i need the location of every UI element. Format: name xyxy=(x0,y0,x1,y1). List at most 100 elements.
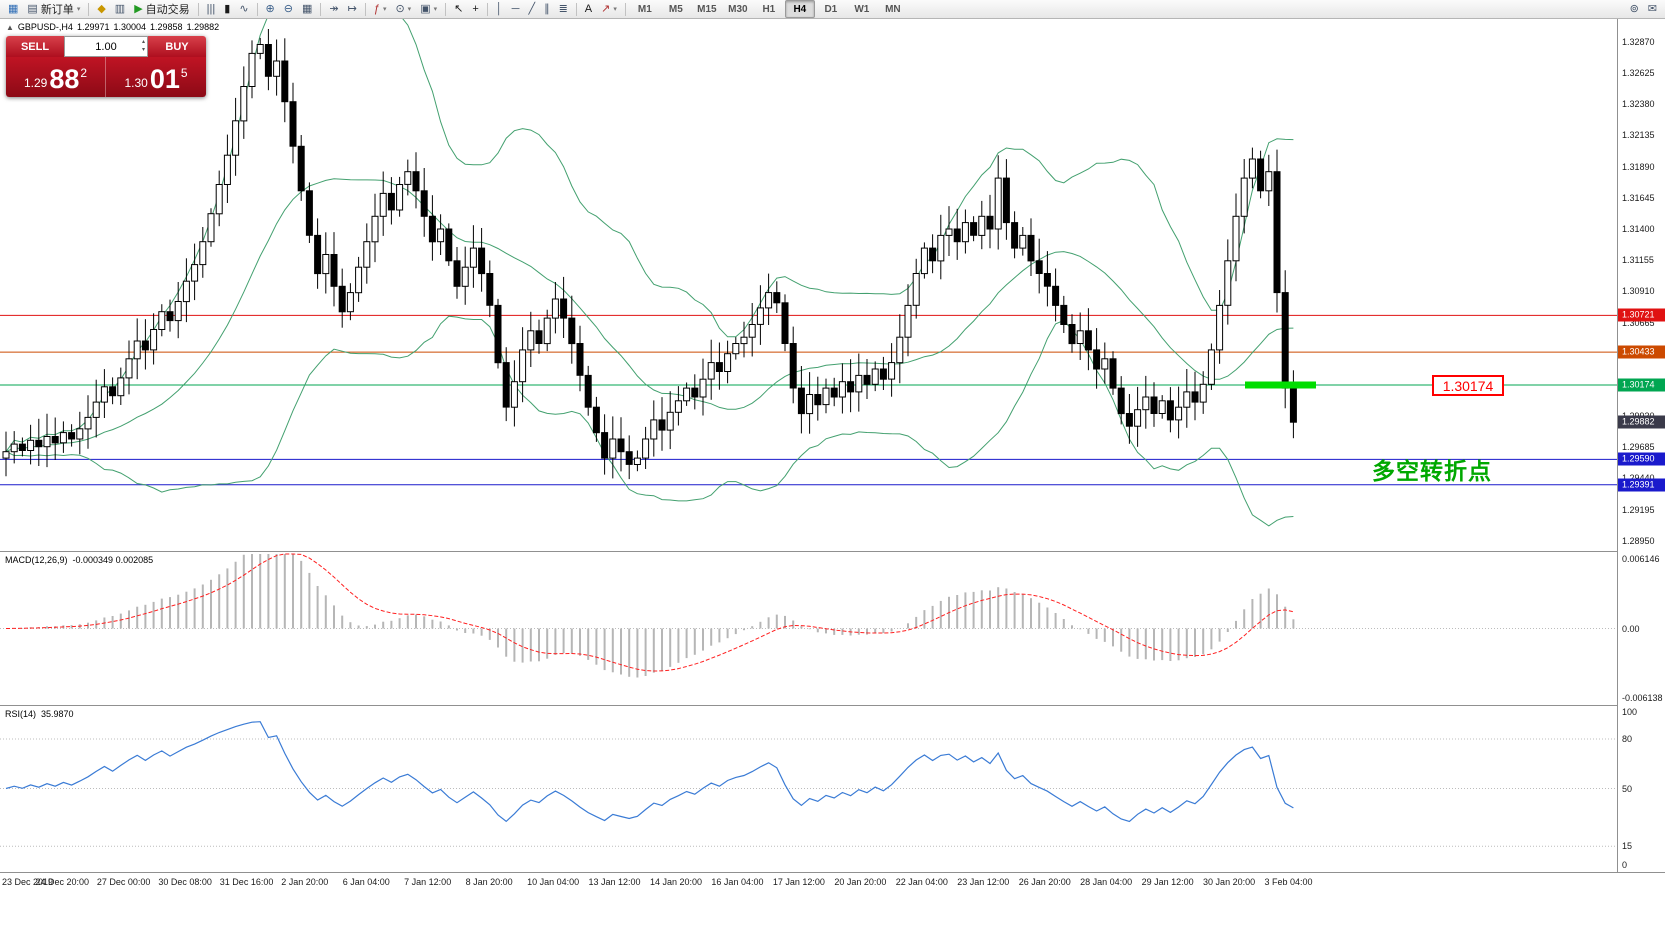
vertical-line-button[interactable]: │ xyxy=(492,0,507,18)
candle-body xyxy=(240,86,248,122)
zoom-in-button[interactable]: ⊕ xyxy=(262,0,279,18)
candle-body xyxy=(806,394,814,415)
scale-label: 1.30910 xyxy=(1622,286,1655,297)
auto-scroll-glyph: ↠ xyxy=(329,2,339,15)
timeframe-m30[interactable]: M30 xyxy=(728,3,748,15)
price-annotation-label[interactable]: 1.30174 xyxy=(1432,375,1504,396)
timeframe-m5[interactable]: M5 xyxy=(668,3,683,15)
candle-body xyxy=(814,394,822,406)
time-axis-label: 13 Jan 12:00 xyxy=(588,877,641,887)
time-axis[interactable]: 23 Dec 2019 24 Dec 20:00 27 Dec 00:00 30 De… xyxy=(0,872,1665,895)
scale-label: 1.29685 xyxy=(1622,442,1655,453)
candle-body xyxy=(970,222,978,236)
scale-label: 1.31155 xyxy=(1622,255,1654,266)
timeframe-w1[interactable]: W1 xyxy=(854,3,870,15)
candle-body xyxy=(141,340,149,351)
new-order-button[interactable]: ▤ 新订单 ▾ xyxy=(23,0,84,18)
horizontal-line-button[interactable]: ─ xyxy=(508,0,524,18)
timeframe-h4[interactable]: H4 xyxy=(784,0,815,18)
price-scale[interactable]: 1.32870 1.32625 1.32380 1.32135 1.31890 1.316… xyxy=(1617,19,1665,872)
pane-separator[interactable] xyxy=(0,705,1665,706)
candle-body xyxy=(748,324,756,338)
time-axis-label: 30 Dec 08:00 xyxy=(158,877,212,887)
time-axis-label: 26 Jan 20:00 xyxy=(1018,877,1071,887)
data-window-button[interactable]: ▥ xyxy=(111,0,129,18)
support-highlight-segment[interactable] xyxy=(1245,381,1316,389)
zoom-out-button[interactable]: ⊖ xyxy=(280,0,297,18)
buy-button[interactable]: BUY xyxy=(148,36,206,57)
fibonacci-button[interactable]: ≣ xyxy=(555,0,572,18)
zoom-out-glyph: ⊖ xyxy=(283,2,293,15)
candle-body xyxy=(756,307,764,325)
candle-body xyxy=(1265,171,1273,192)
macd-indicator-plot[interactable] xyxy=(0,552,1617,705)
candle-body xyxy=(904,304,912,338)
candle-body xyxy=(330,254,338,287)
candle-body xyxy=(1093,349,1101,370)
periods-button[interactable]: ⊙ ▾ xyxy=(391,0,415,18)
candle-body xyxy=(1150,396,1158,414)
sell-button[interactable]: SELL xyxy=(6,36,64,57)
time-axis-label: 23 Dec 2019 xyxy=(2,877,54,887)
candle-body xyxy=(396,184,404,211)
tile-windows-button[interactable]: ▦ xyxy=(298,0,316,18)
scale-label: 1.31645 xyxy=(1622,192,1655,203)
timeframe-h1[interactable]: H1 xyxy=(762,3,776,15)
auto-scroll-button[interactable]: ↠ xyxy=(325,0,342,18)
chart-shift-button[interactable]: ↦ xyxy=(344,0,361,18)
candle-body xyxy=(322,254,330,275)
chat-icon[interactable]: ✉ xyxy=(1644,0,1661,18)
candle-body xyxy=(986,215,994,230)
text-button[interactable]: A xyxy=(581,0,596,18)
timeframe-mn[interactable]: MN xyxy=(885,3,901,15)
trendline-button[interactable]: ╱ xyxy=(524,0,539,18)
candle-body xyxy=(420,190,428,217)
candle-body xyxy=(469,247,477,268)
candle-body xyxy=(1216,304,1224,351)
timeframe-m15[interactable]: M15 xyxy=(697,3,717,15)
search-icon-glyph: ⊚ xyxy=(1629,2,1639,15)
candle-body xyxy=(478,247,486,275)
timeframe-d1[interactable]: D1 xyxy=(824,3,838,15)
pane-separator[interactable] xyxy=(0,551,1665,552)
arrow-tools-button[interactable]: ↗ ▾ xyxy=(597,0,621,18)
stepper-up-icon[interactable]: ▴ xyxy=(141,39,145,45)
channel-button[interactable]: ∥ xyxy=(540,0,554,18)
candle-body xyxy=(387,192,395,211)
app-icon[interactable]: ▦ xyxy=(4,0,22,18)
stepper-down-icon[interactable]: ▾ xyxy=(141,47,145,53)
search-icon[interactable]: ⊚ xyxy=(1626,0,1643,18)
scale-label: 15 xyxy=(1622,841,1633,852)
candle-body xyxy=(51,436,59,444)
candle-body xyxy=(281,60,289,103)
indicators-button[interactable]: ƒ ▾ xyxy=(370,0,391,18)
one-click-collapse-arrow[interactable]: ▲ xyxy=(6,23,14,32)
autotrading-button[interactable]: ▶ 自动交易 xyxy=(130,0,193,18)
candle-body xyxy=(248,52,256,87)
crosshair-button[interactable]: + xyxy=(468,0,482,18)
main-chart-plot[interactable] xyxy=(0,19,1617,551)
candle-body xyxy=(346,292,354,313)
candle-body xyxy=(100,386,108,403)
buy-price[interactable]: 1.30 01 5 xyxy=(106,57,206,97)
candle-body xyxy=(879,368,887,380)
candle-body xyxy=(1084,330,1092,351)
volume-input[interactable]: 1.00 ▴ ▾ xyxy=(64,36,148,57)
volume-stepper[interactable]: ▴ ▾ xyxy=(142,38,145,54)
timeframe-m1[interactable]: M1 xyxy=(637,3,652,15)
metaeditor-button[interactable]: ◆ xyxy=(93,0,109,18)
sell-price[interactable]: 1.29 88 2 xyxy=(6,57,106,97)
rsi-indicator-plot[interactable] xyxy=(0,706,1617,871)
ohlc-high: 1.30004 xyxy=(113,22,147,32)
line-chart-button[interactable]: ∿ xyxy=(235,0,252,18)
channel-glyph: ∥ xyxy=(544,2,550,15)
price-badge: 1.30433 xyxy=(1618,345,1665,359)
candle-body xyxy=(166,311,174,322)
turning-point-text[interactable]: 多空转折点 xyxy=(1372,458,1492,484)
cursor-button[interactable]: ↖ xyxy=(450,0,467,18)
candle-body xyxy=(642,438,650,459)
candle-body xyxy=(666,411,674,431)
candlestick-chart-button[interactable]: ▮ xyxy=(220,0,234,18)
templates-button[interactable]: ▣ ▾ xyxy=(416,0,441,18)
bar-chart-button[interactable]: ||| xyxy=(203,0,220,18)
